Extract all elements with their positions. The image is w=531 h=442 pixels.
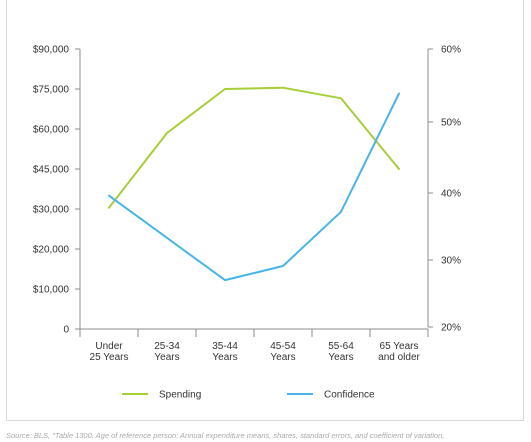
right-axis-tick-label: 40%	[441, 189, 461, 200]
x-axis-tick-label: 35-44	[212, 341, 238, 352]
x-axis-tick-label: Years	[270, 352, 295, 363]
left-axis-tick-label: $90,000	[33, 45, 70, 56]
x-axis-tick-label: Years	[328, 352, 353, 363]
x-axis-tick-label: 25-34	[154, 341, 180, 352]
x-axis-tick-label: Under	[95, 341, 123, 352]
left-axis-tick-label: $20,000	[33, 245, 70, 256]
x-axis-tick-label: Years	[154, 352, 179, 363]
right-axis-tick-label: 20%	[441, 323, 461, 334]
right-axis-tick-label: 60%	[441, 45, 461, 56]
series-line-confidence	[108, 92, 400, 282]
legend-label-confidence: Confidence	[324, 390, 375, 401]
left-axis-tick-label: $45,000	[33, 165, 70, 176]
series-line-spending	[108, 86, 400, 209]
left-axis-tick-label: $30,000	[33, 205, 70, 216]
x-axis-tick-label: 25 Years	[90, 352, 129, 363]
left-axis-tick-label: 0	[63, 325, 69, 336]
x-axis-tick-label: and older	[378, 352, 420, 363]
x-axis-tick-label: 55-64	[328, 341, 354, 352]
left-axis-tick-label: $10,000	[33, 285, 70, 296]
legend-label-spending: Spending	[159, 390, 201, 401]
right-axis-tick-label: 30%	[441, 256, 461, 267]
x-axis-tick-label: Years	[212, 352, 237, 363]
x-axis-tick-label: 45-54	[270, 341, 296, 352]
right-axis-tick-label: 50%	[441, 118, 461, 129]
source-note: Source: BLS, "Table 1300. Age of referen…	[6, 431, 445, 440]
chart-frame	[6, 0, 524, 421]
left-axis-tick-label: $75,000	[33, 85, 70, 96]
x-axis-tick-label: 65 Years	[380, 341, 419, 352]
left-axis-tick-label: $60,000	[33, 125, 70, 136]
